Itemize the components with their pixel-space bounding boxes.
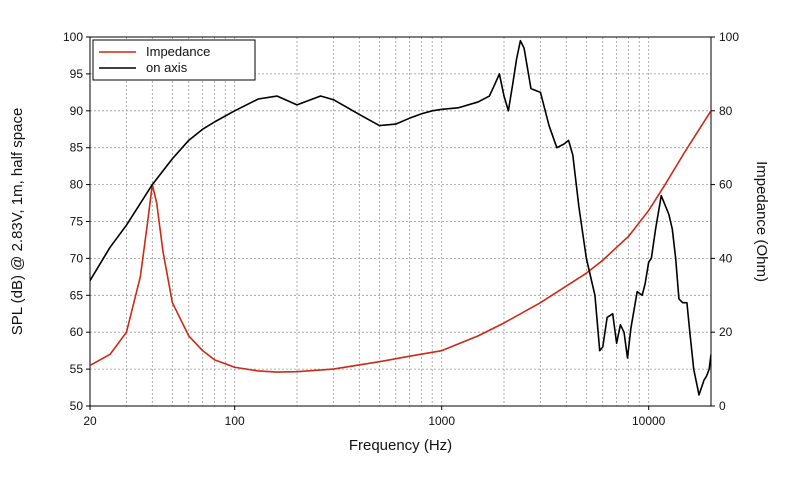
y-left-tick-label: 75: [70, 215, 84, 229]
y-left-tick-label: 60: [70, 325, 84, 339]
x-axis-label: Frequency (Hz): [349, 437, 452, 454]
legend-label-impedance: Impedance: [146, 44, 210, 59]
legend: Impedance on axis: [92, 39, 256, 81]
y-left-tick-label: 50: [70, 399, 84, 413]
y-left-tick-label: 100: [63, 30, 83, 44]
x-tick-label: 1000: [428, 414, 455, 428]
y-left-tick-label: 80: [70, 178, 84, 192]
y-left-tick-label: 90: [70, 104, 84, 118]
y-right-tick-label: 40: [719, 251, 733, 265]
y-axis-right-label: Impedance (Ohm): [753, 161, 770, 282]
y-left-tick-label: 85: [70, 141, 84, 155]
y-axis-left-label: SPL (dB) @ 2.83V, 1m, half space: [9, 108, 26, 336]
x-tick-label: 100: [225, 414, 245, 428]
x-tick-label: 20: [83, 414, 97, 428]
y-left-tick-label: 95: [70, 67, 84, 81]
y-left-tick-label: 65: [70, 288, 84, 302]
x-tick-label: 10000: [632, 414, 666, 428]
y-right-tick-label: 0: [719, 399, 726, 413]
y-right-tick-label: 60: [719, 178, 733, 192]
grid: [90, 37, 711, 406]
y-right-tick-label: 20: [719, 325, 733, 339]
legend-label-on-axis: on axis: [146, 60, 188, 75]
y-left-tick-label: 70: [70, 251, 84, 265]
y-right-tick-label: 100: [719, 30, 739, 44]
series-line-impedance: [90, 110, 711, 373]
y-left-tick-label: 55: [70, 362, 84, 376]
series-layer: [90, 39, 711, 396]
y-right-tick-label: 80: [719, 104, 733, 118]
legend-box: [92, 39, 256, 81]
series-line-on-axis: [90, 39, 711, 396]
